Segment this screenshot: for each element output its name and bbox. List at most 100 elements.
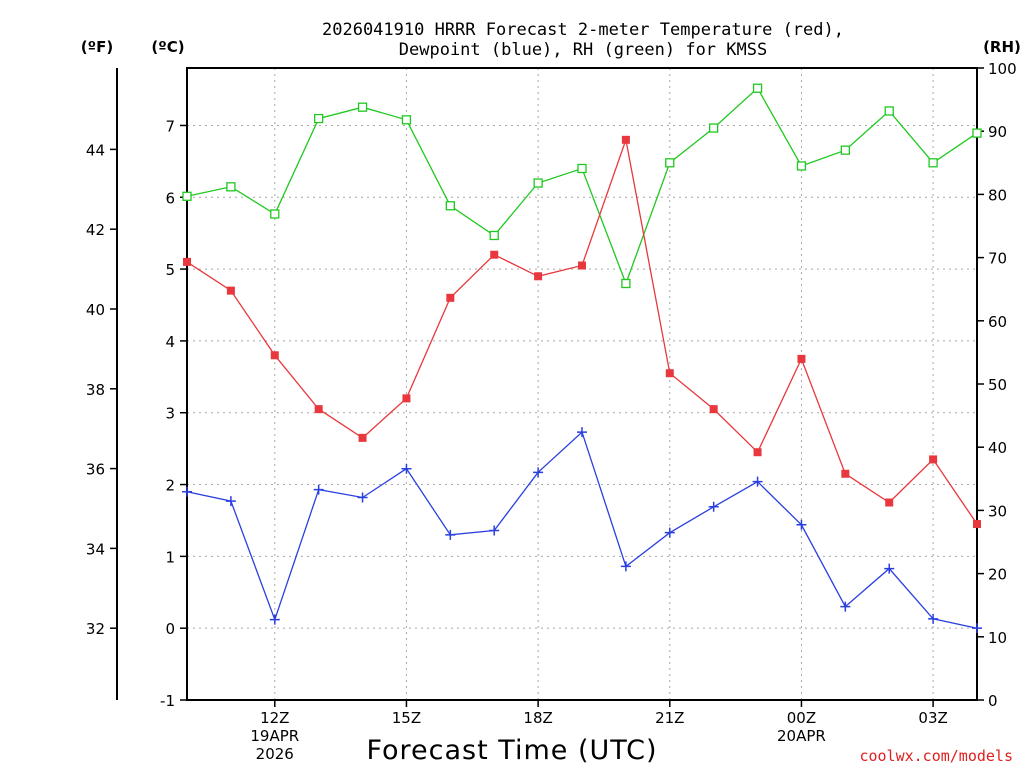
temperature-point [490, 250, 499, 259]
celsius-tick-label: 4 [165, 333, 175, 351]
rh-point [577, 163, 587, 174]
rh-point [401, 115, 412, 125]
celsius-tick-label: 2 [165, 477, 175, 495]
rh-point [314, 113, 324, 124]
rh-point [182, 191, 192, 201]
rh-point [840, 145, 850, 155]
fahrenheit-tick-label: 42 [86, 221, 105, 239]
time-tick-label: 2026 [256, 745, 294, 763]
time-tick-label: 00Z [787, 709, 816, 727]
dewpoint-point [401, 463, 412, 474]
temperature-point [314, 405, 323, 414]
dewpoint-point [928, 613, 939, 624]
temperature-point [183, 257, 191, 266]
grid-lines [187, 68, 977, 700]
rh-axis-ticks: 0 10 20 30 40 50 60 70 80 90 100 [977, 60, 1017, 710]
fahrenheit-tick-label: 34 [86, 540, 105, 558]
time-tick-label: 03Z [918, 709, 947, 727]
time-tick-label: 19APR [250, 727, 299, 745]
dewpoint-point [664, 527, 675, 538]
dewpoint-point [708, 501, 719, 512]
celsius-tick-label: 1 [165, 548, 175, 566]
temperature-point [402, 394, 411, 403]
time-tick-label: 15Z [392, 709, 421, 727]
celsius-tick-label: -1 [160, 692, 175, 710]
rh-point [709, 123, 719, 133]
dewpoint-point [577, 427, 587, 438]
rh-tick-label: 0 [988, 692, 998, 710]
fahrenheit-tick-label: 32 [86, 620, 105, 638]
axes [116, 67, 978, 701]
time-tick-label: 12Z [260, 709, 289, 727]
celsius-tick-label: 6 [165, 189, 175, 207]
temperature-point [578, 261, 586, 270]
rh-point [270, 209, 280, 219]
rh-tick-label: 90 [988, 123, 1007, 141]
rh-point [796, 161, 807, 171]
celsius-tick-label: 0 [165, 620, 175, 638]
rh-tick-label: 20 [988, 566, 1007, 584]
temperature-point [270, 351, 279, 360]
time-tick-label: 20APR [777, 727, 826, 745]
temperature-point [226, 286, 235, 295]
temperature-point [841, 469, 850, 478]
rh-point [226, 182, 236, 192]
rh-point [972, 128, 982, 138]
rh-series [182, 83, 982, 289]
credit-label: coolwx.com/models [859, 747, 1013, 765]
rh-tick-label: 60 [988, 313, 1007, 331]
x-axis-title: Forecast Time (UTC) [366, 735, 657, 766]
dewpoint-point [840, 601, 851, 612]
temperature-point [534, 272, 543, 281]
2-meter-temperature-series [183, 135, 981, 529]
rh-point [752, 83, 763, 93]
rh-line [186, 87, 978, 286]
time-tick-label: 21Z [655, 709, 684, 727]
chart-title-line-2: Dewpoint (blue), RH (green) for KMSS [399, 40, 767, 60]
celsius-tick-label: 3 [165, 405, 175, 423]
temperature-point [929, 455, 938, 464]
temperature-point [709, 405, 718, 414]
chart-title: 2026041910 HRRR Forecast 2-meter Tempera… [322, 20, 844, 60]
rh-tick-label: 10 [988, 629, 1007, 647]
rh-point [357, 102, 368, 112]
series-layer [182, 83, 982, 634]
fahrenheit-tick-label: 38 [86, 381, 105, 399]
rh-tick-label: 50 [988, 376, 1007, 394]
dewpoint-point [445, 529, 456, 540]
rh-point [533, 178, 543, 188]
dewpoint-point [489, 525, 500, 536]
rh-point [884, 106, 894, 116]
temperature-point [885, 498, 894, 507]
chart-title-line-1: 2026041910 HRRR Forecast 2-meter Tempera… [322, 20, 844, 40]
temperature-point [973, 520, 981, 529]
rh-tick-label: 30 [988, 502, 1007, 520]
temperature-point [753, 448, 762, 457]
dewpoint-point [533, 467, 544, 478]
rh-tick-label: 80 [988, 186, 1007, 204]
plot-frame [186, 67, 978, 701]
temperature-point [621, 135, 630, 144]
rh-point [445, 201, 455, 211]
fahrenheit-tick-label: 44 [86, 141, 105, 159]
dewpoint-line [186, 430, 978, 629]
celsius-tick-label: 7 [165, 117, 175, 135]
temperature-point [665, 369, 674, 378]
dewpoint-point [620, 561, 631, 572]
rh-point [928, 158, 938, 168]
dewpoint-point [972, 623, 982, 634]
rh-point [621, 278, 631, 289]
2-meter-temperature-line [186, 137, 978, 525]
temperature-point [358, 433, 367, 442]
dewpoint-point [752, 476, 763, 487]
dewpoint-point [313, 484, 324, 495]
dewpoint-point [225, 496, 236, 507]
dewpoint-point [182, 486, 192, 497]
dewpoint-point [269, 614, 280, 625]
dewpoint-point [796, 519, 807, 530]
fahrenheit-tick-label: 36 [86, 461, 105, 479]
celsius-axis-ticks: -1 0 1 2 3 4 5 6 7 [160, 117, 187, 710]
fahrenheit-axis-ticks: 32 34 36 38 40 42 44 [86, 141, 117, 638]
